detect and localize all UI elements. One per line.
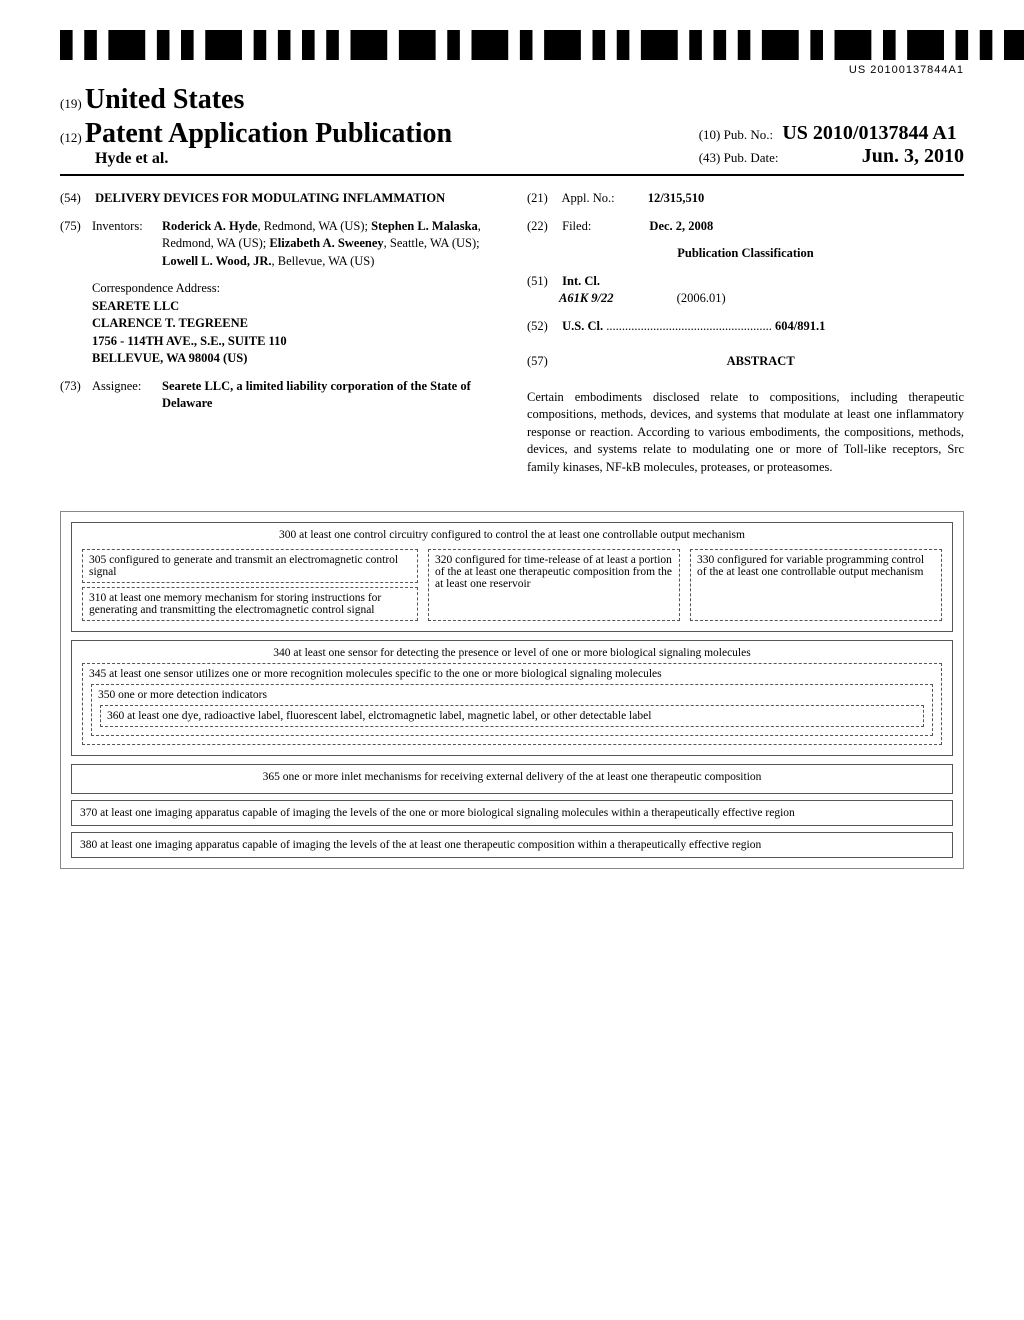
box-310-text: 310 at least one memory mechanism for st…	[89, 592, 381, 616]
correspondence-label: Correspondence Address:	[92, 281, 220, 295]
invention-title: DELIVERY DEVICES FOR MODULATING INFLAMMA…	[95, 191, 445, 205]
box-360-text: 360 at least one dye, radioactive label,…	[107, 710, 651, 722]
appl-no-label: Appl. No.:	[561, 191, 614, 205]
box-350: 350 one or more detection indicators 360…	[91, 684, 933, 736]
us-cl-dots: ........................................…	[606, 319, 775, 333]
pub-no-value: US 2010/0137844 A1	[782, 122, 956, 144]
pub-date-value: Jun. 3, 2010	[862, 145, 964, 167]
inventor-wood: Lowell L. Wood, JR.	[162, 254, 272, 268]
assignee-label: Assignee:	[92, 378, 162, 413]
pub-date-label: (43) Pub. Date:	[699, 150, 779, 165]
box-330: 330 configured for variable programming …	[690, 549, 942, 621]
box-370: 370 at least one imaging apparatus capab…	[71, 800, 953, 826]
left-column: (54) DELIVERY DEVICES FOR MODULATING INF…	[60, 190, 497, 486]
box-350-text: 350 one or more detection indicators	[98, 689, 267, 701]
box-305: 305 configured to generate and transmit …	[82, 549, 418, 583]
figure-diagram: 300 at least one control circuitry confi…	[60, 511, 964, 869]
box-365: 365 one or more inlet mechanisms for rec…	[71, 764, 953, 794]
barcode-text: US 20100137844A1	[60, 64, 964, 76]
inventor-hyde: Roderick A. Hyde	[162, 219, 257, 233]
us-cl-num: (52)	[527, 318, 559, 336]
appl-no-num: (21)	[527, 190, 559, 208]
corr-line3: 1756 - 114TH AVE., S.E., SUITE 110	[92, 334, 287, 348]
corr-line2: CLARENCE T. TEGREENE	[92, 316, 248, 330]
box-345: 345 at least one sensor utilizes one or …	[82, 663, 942, 745]
country-num: (19)	[60, 96, 82, 111]
country-name: United States	[85, 84, 244, 115]
pub-class-heading: Publication Classification	[677, 246, 813, 260]
box-300-text: 300 at least one control circuitry confi…	[80, 529, 944, 541]
box-305-text: 305 configured to generate and transmit …	[89, 554, 398, 578]
pub-type-num: (12)	[60, 130, 82, 145]
assignee-name: Searete LLC, a limited liability corpora…	[162, 378, 497, 413]
box-345-text: 345 at least one sensor utilizes one or …	[89, 668, 662, 680]
abstract-label: ABSTRACT	[727, 354, 795, 368]
box-360: 360 at least one dye, radioactive label,…	[100, 705, 924, 727]
corr-line4: BELLEVUE, WA 98004 (US)	[92, 351, 247, 365]
box-320-text: 320 configured for time-release of at le…	[435, 554, 672, 590]
authors-line: Hyde et al.	[95, 150, 452, 168]
box-340: 340 at least one sensor for detecting th…	[71, 640, 953, 756]
box-365-text: 365 one or more inlet mechanisms for rec…	[80, 771, 944, 783]
box-370-text: 370 at least one imaging apparatus capab…	[80, 807, 795, 819]
us-cl-value: 604/891.1	[775, 319, 825, 333]
header-block: (19) United States (12) Patent Applicati…	[60, 84, 964, 168]
box-380: 380 at least one imaging apparatus capab…	[71, 832, 953, 858]
corr-line1: SEARETE LLC	[92, 299, 179, 313]
title-num: (54)	[60, 190, 92, 208]
abstract-num: (57)	[527, 353, 559, 371]
inventors-names: Roderick A. Hyde, Redmond, WA (US); Step…	[162, 218, 497, 271]
box-330-text: 330 configured for variable programming …	[697, 554, 924, 578]
appl-no-value: 12/315,510	[648, 191, 705, 205]
filed-value: Dec. 2, 2008	[649, 219, 713, 233]
assignee-num: (73)	[60, 378, 92, 413]
abstract-text: Certain embodiments disclosed relate to …	[527, 389, 964, 477]
box-320: 320 configured for time-release of at le…	[428, 549, 680, 621]
divider	[60, 174, 964, 176]
int-cl-label: Int. Cl.	[562, 274, 600, 288]
inventor-malaska: Stephen L. Malaska	[371, 219, 478, 233]
int-cl-code: A61K 9/22	[559, 291, 614, 305]
box-380-text: 380 at least one imaging apparatus capab…	[80, 839, 761, 851]
barcode-graphic: ▌▌█▌▌▌█▌▌▌▌▌█▌█▌▌█▌▌█▌▌▌█▌▌▌▌█▌▌█▌▌█▌▌▌█…	[60, 30, 1024, 60]
filed-num: (22)	[527, 218, 559, 236]
barcode-area: ▌▌█▌▌▌█▌▌▌▌▌█▌█▌▌█▌▌█▌▌▌█▌▌▌▌█▌▌█▌▌█▌▌▌█…	[60, 30, 964, 76]
box-340-text: 340 at least one sensor for detecting th…	[80, 647, 944, 659]
filed-label: Filed:	[562, 219, 591, 233]
us-cl-label: U.S. Cl.	[562, 319, 603, 333]
inventors-num: (75)	[60, 218, 92, 271]
inventor-sweeney: Elizabeth A. Sweeney	[269, 236, 383, 250]
inventors-label: Inventors:	[92, 218, 162, 271]
box-310: 310 at least one memory mechanism for st…	[82, 587, 418, 621]
pub-no-label: (10) Pub. No.:	[699, 127, 773, 142]
int-cl-date: (2006.01)	[677, 291, 726, 305]
right-column: (21) Appl. No.: 12/315,510 (22) Filed: D…	[527, 190, 964, 486]
box-300: 300 at least one control circuitry confi…	[71, 522, 953, 632]
bibliographic-columns: (54) DELIVERY DEVICES FOR MODULATING INF…	[60, 190, 964, 486]
pub-type: Patent Application Publication	[85, 118, 452, 149]
int-cl-num: (51)	[527, 273, 559, 291]
